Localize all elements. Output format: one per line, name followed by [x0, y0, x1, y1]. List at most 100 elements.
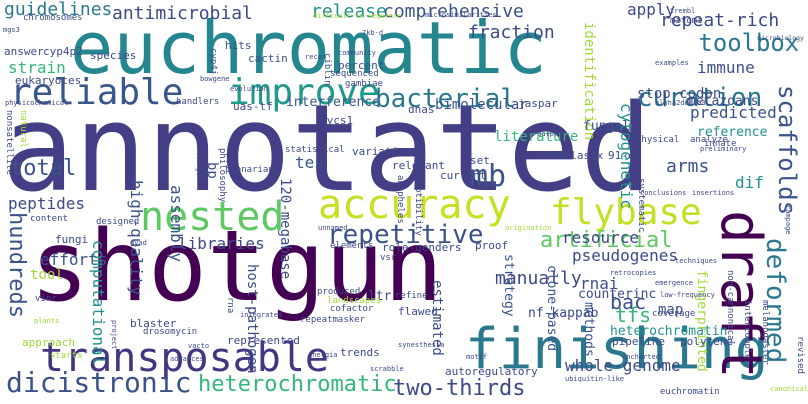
word-efforts: efforts — [40, 250, 108, 269]
word-euchromatic: euchromatic — [70, 6, 547, 90]
word-jaspar: jaspar — [518, 97, 558, 110]
word-curation: curation — [637, 83, 763, 113]
word-represented: represented — [227, 334, 300, 347]
word-fraction: fraction — [468, 22, 555, 43]
word-produced: produced — [317, 287, 361, 297]
word-predicted: predicted — [690, 103, 777, 122]
word-synesthesia: synesthesia — [398, 341, 445, 349]
word-7kb-d: 7kb-d — [362, 29, 384, 37]
word-nested: nested — [140, 194, 285, 240]
word-gambiae: gambiae — [345, 79, 383, 89]
word-autoregulatory: autoregulatory — [445, 365, 538, 378]
word-resource: resource — [562, 228, 640, 247]
word-variation: variation — [352, 145, 412, 158]
word-proof: proof — [475, 239, 509, 252]
word-mgs3: mgs3 — [3, 26, 20, 34]
word-estimated: estimated — [429, 280, 445, 356]
word-tblastx: tblastx — [557, 149, 604, 162]
word-strain: strain — [8, 58, 66, 77]
word-release: release — [311, 1, 387, 22]
word-guidelines: guidelines — [4, 0, 113, 20]
word-physical: physical — [636, 135, 680, 145]
word-dicistronic: dicistronic — [6, 366, 192, 399]
word-heterochromatic: heterochromatic — [198, 372, 397, 397]
word-tfs: tfs — [615, 303, 652, 327]
word-whole-genome: whole-genome — [565, 356, 681, 375]
word-cactin: cactin — [248, 52, 288, 65]
word-repeat-rich: repeat-rich — [660, 10, 780, 31]
word-transposable: transposable — [40, 335, 329, 381]
word-draft: draft — [708, 210, 773, 379]
word-stop-codon: stop-codon — [637, 86, 722, 102]
word-tool: tool — [30, 267, 64, 283]
word-dif: dif — [735, 173, 764, 192]
word-bacterial: bacterial — [375, 84, 516, 114]
word-relevant: relevant — [392, 159, 445, 172]
word-coverage: coverage — [652, 309, 696, 319]
word-clone-based: clone-based — [544, 265, 559, 352]
word-examples: examples — [655, 59, 689, 67]
word-dnas: dnas — [408, 103, 435, 116]
word-two-thirds: two-thirds — [393, 376, 526, 401]
word-map: map — [658, 302, 684, 318]
word-revised: revised — [795, 336, 805, 374]
word-philosophy: philosophy — [217, 148, 227, 203]
word-hits: hits — [225, 39, 252, 52]
word-manually: manually — [495, 268, 582, 289]
word-computational: computational — [89, 240, 108, 366]
word-natural: natural — [18, 110, 28, 148]
word-polytene: polytene — [680, 335, 733, 348]
word-difficult-to-sequence: difficult-to-sequence — [313, 12, 402, 20]
word-designed: designed — [96, 217, 140, 227]
word-ciblin: ciblin — [322, 53, 332, 86]
word-arms: arms — [666, 156, 710, 177]
word-dyad: dyad — [130, 239, 147, 247]
word-heterochromatin: heterochromatin — [610, 324, 728, 339]
word-hundreds: hundreds — [4, 212, 29, 318]
word-tes: tes — [295, 153, 324, 172]
word-nf-kappab: nf-kappab — [528, 306, 599, 321]
word-emergence: emergence — [655, 279, 693, 287]
word-recon: recon — [305, 53, 327, 61]
word-gapc: gapc — [540, 149, 557, 157]
word-motif: motif — [466, 353, 488, 361]
word-vacto: vacto — [188, 342, 210, 350]
word-alpha2delta3: alpha2delta3 — [655, 99, 706, 107]
word-species: species — [90, 49, 137, 62]
word-melanogaster: melanogaster — [760, 300, 770, 366]
word-fungi: fungi — [55, 233, 89, 246]
word-120-megabase: 120-megabase — [277, 178, 293, 280]
word-annotated: annotated — [2, 80, 653, 219]
word-refine: refine — [395, 291, 428, 301]
word-artificial: artificial — [540, 228, 673, 253]
word-cofactor: cofactor — [330, 304, 374, 314]
word-low-frequency: low-frequency — [660, 291, 715, 299]
word-intercomplex: intercomplex — [742, 300, 752, 366]
word-bac: bac — [610, 290, 647, 314]
word-origination: origination — [505, 224, 552, 232]
word-libraries: libraries — [178, 234, 265, 253]
word-handlers: handlers — [176, 97, 220, 107]
word-repetitive: repetitive — [327, 220, 484, 250]
word-uncharted: uncharted — [622, 353, 660, 361]
word-assembly: assembly — [167, 185, 186, 263]
word-apply: apply — [627, 0, 676, 19]
word-mitomi: mitomi — [670, 16, 703, 26]
word-content: content — [30, 214, 68, 224]
word-cytogenetic: cytogenetic — [617, 103, 636, 209]
word-immune: immune — [697, 58, 755, 77]
word-systematic: systematic — [636, 178, 646, 233]
word-scrabble: scrabble — [370, 365, 404, 373]
word-innate: innate — [704, 139, 737, 149]
word-elements: elements — [330, 241, 374, 251]
word-counterinc: counterinc — [578, 287, 657, 302]
word-community: community — [338, 49, 376, 57]
word-evolution: evolution — [230, 85, 268, 93]
word-interference: interference — [286, 95, 380, 110]
word-total: total — [10, 156, 77, 181]
word-techniques: techniques — [675, 257, 718, 265]
word-pseudogenes: pseudogenes — [572, 246, 678, 265]
word-bp: bp — [204, 162, 220, 179]
word-high-quality: high-quality — [127, 180, 146, 296]
